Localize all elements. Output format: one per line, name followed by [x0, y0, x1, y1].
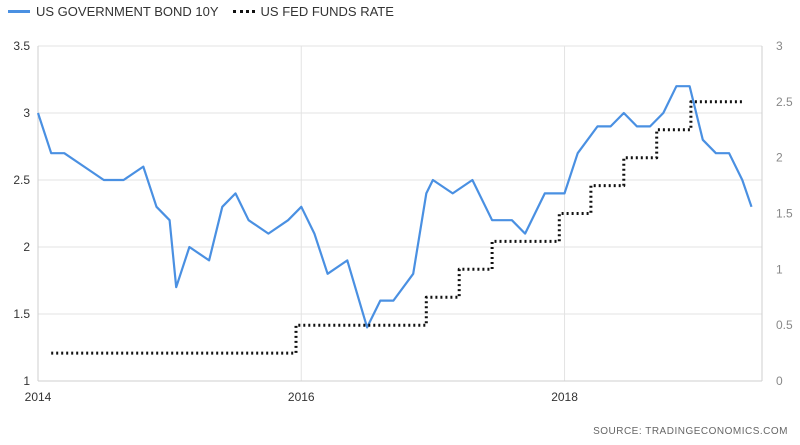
series-lines — [36, 85, 753, 355]
legend-label-fed: US FED FUNDS RATE — [260, 3, 394, 19]
y-right-tick-label: 1 — [776, 262, 783, 276]
y-right-tick-label: 0.5 — [776, 318, 793, 332]
y-right-tick-label: 2 — [776, 151, 783, 165]
source-credit: SOURCE: TRADINGECONOMICS.COM — [593, 426, 788, 437]
y-left-tick-label: 1 — [23, 374, 30, 388]
legend-item-fed[interactable]: US FED FUNDS RATE — [232, 3, 394, 19]
y-right-tick-label: 3 — [776, 39, 783, 53]
legend-swatch-solid — [8, 9, 30, 13]
y-left-tick-label: 3 — [23, 106, 30, 120]
y-left-tick-label: 2 — [23, 240, 30, 254]
y-left-tick-label: 1.5 — [13, 307, 30, 321]
series-line-bond-10y — [36, 85, 753, 329]
series-line-fed-funds — [51, 100, 743, 355]
x-tick-label: 2014 — [25, 390, 52, 404]
x-tick-label: 2018 — [551, 390, 578, 404]
y-left-tick-label: 2.5 — [13, 173, 30, 187]
y-right-tick-label: 0 — [776, 374, 783, 388]
x-tick-label: 2016 — [288, 390, 315, 404]
grid-lines — [37, 45, 763, 382]
axis-ticks: 1 1.5 2 2.5 3 3.5 0 0.5 1 1.5 2 2.5 3 2014 2016 2018 — [13, 39, 793, 404]
legend-swatch-dotted — [232, 9, 255, 13]
y-left-tick-label: 3.5 — [13, 39, 30, 53]
y-right-tick-label: 2.5 — [776, 95, 793, 109]
legend: US GOVERNMENT BOND 10Y US FED FUNDS RATE — [8, 2, 394, 20]
legend-label-bond: US GOVERNMENT BOND 10Y — [36, 3, 219, 19]
legend-item-bond[interactable]: US GOVERNMENT BOND 10Y — [8, 4, 219, 19]
y-right-tick-label: 1.5 — [776, 207, 793, 221]
